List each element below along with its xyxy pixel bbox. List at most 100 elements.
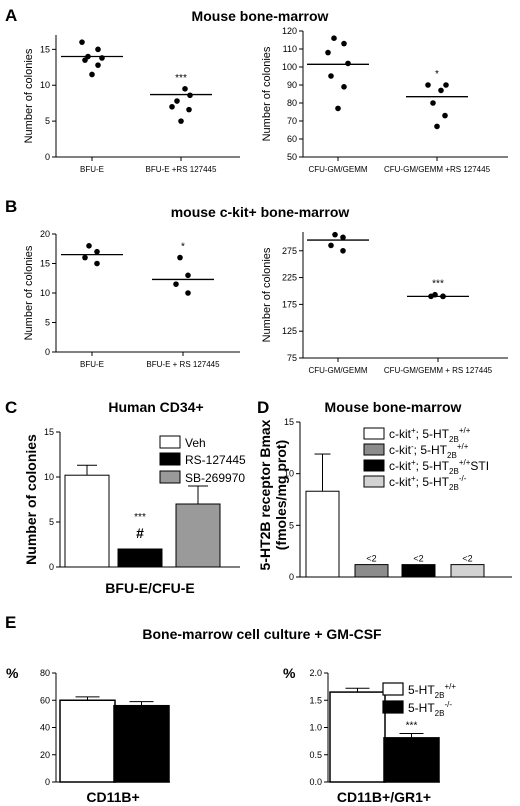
B-left-y-tick-label: 20 [40,229,50,239]
A-right-y-axis-label: Number of colonies [261,46,273,141]
B-right-x-tick-label: CFU-GM/GEMM + RS 127445 [384,366,493,375]
A-right-y-tick-label: 70 [287,116,297,126]
A-left-significance-mark: *** [175,73,187,84]
E-legend-swatch [382,700,404,714]
B-right-data-point [340,247,346,254]
A-left-data-point [182,86,188,92]
A-right-y-tick-label: 120 [282,26,297,36]
A-left-data-point [186,106,192,113]
D-bar [450,564,485,578]
D-bar [401,564,436,578]
E-legend-swatch [382,682,404,696]
A-left-y-tick-label: 5 [45,116,50,126]
E-right-y-tick-label: 1.5 [309,695,322,705]
E-left-bar [113,704,170,783]
D-y-tick-label: 10 [284,469,294,479]
A-left-data-point [82,57,88,63]
section-title-C: Human CD34+ [108,399,203,415]
B-right-y-tick-label: 225 [282,273,297,283]
C-legend-label: Veh [185,436,206,450]
A-left-y-tick-label: 15 [40,44,50,54]
E-left-bar [59,699,116,783]
D-bar-value-label: <2 [462,554,472,564]
A-right-y-tick-label: 50 [287,152,297,162]
D-legend-label: c-kit+; 5-HT2B+/+STI [389,458,489,476]
C-bar [175,503,221,568]
A-right-data-point [328,73,334,79]
panel-letter-D: D [257,398,269,417]
D-legend-swatch [363,459,385,472]
E-left-y-tick-label: 0 [45,777,50,787]
C-legend-label: RS-127445 [185,453,246,467]
C-bar [64,474,110,568]
E-right-bar [329,691,386,783]
A-right-x-tick-label: CFU-GM/GEMM [308,165,367,174]
D-bar-value-label: <2 [413,554,423,564]
A-right-y-tick-label: 110 [283,44,297,54]
A-right-x-tick-label: CFU-GM/GEMM +RS 127445 [384,165,491,174]
D-y-tick-label: 5 [289,520,294,530]
C-significance-mark: *** [134,512,146,523]
E-left-y-tick-label: 40 [40,723,50,733]
E-legend-label: 5-HT2B-/- [408,700,452,718]
A-right-data-point [335,105,341,112]
D-y-tick-label: 15 [284,417,294,427]
A-left-data-point [95,46,101,53]
A-left-data-point [79,39,85,45]
B-left-y-tick-label: 10 [40,288,50,298]
E-legend-label: 5-HT2B+/+ [408,682,456,700]
E-left-y-tick-label: 20 [40,750,50,760]
C-y-tick-label: 10 [44,472,54,482]
B-left-y-tick-label: 0 [45,347,50,357]
A-right-data-point [442,112,448,119]
B-left-data-point [82,254,88,261]
A-right-data-point [438,87,444,94]
B-left-y-tick-label: 5 [45,318,50,328]
D-legend-label: c-kit-; 5-HT2B+/+ [389,442,469,460]
D-y-axis-label: 5-HT2B receptor Bmax [257,419,273,570]
B-left-x-tick-label: BFU-E [80,360,104,369]
B-left-data-point [94,248,100,255]
A-left-data-point [178,118,184,124]
E-right-y-axis-label: % [283,665,296,681]
A-left-y-tick-label: 0 [45,152,50,162]
B-left-significance-mark: * [181,242,185,253]
A-right-data-point [341,84,347,90]
B-right-y-tick-label: 75 [287,353,297,363]
B-left-data-point [185,272,191,279]
A-left-data-point [89,71,95,78]
A-right-data-point [325,49,331,56]
A-right-data-point [345,60,351,67]
E-left-y-tick-label: 80 [40,668,50,678]
C-bar [117,548,163,568]
B-left-y-tick-label: 15 [40,259,50,269]
D-legend-swatch [363,427,385,440]
A-left-data-point [95,62,101,68]
A-left-x-tick-label: BFU-E +RS 127445 [146,165,217,174]
B-right-x-tick-label: CFU-GM/GEMM [308,366,367,375]
A-right-data-point [443,82,449,88]
C-hash-mark: # [136,525,144,541]
C-legend-label: SB-269970 [185,471,245,485]
section-title-A: Mouse bone-marrow [192,8,329,24]
D-legend-label: c-kit+; 5-HT2B+/+ [389,426,471,444]
section-title-D: Mouse bone-marrow [325,399,462,415]
A-right-data-point [341,40,347,47]
B-right-y-tick-label: 125 [282,326,297,336]
D-legend-swatch [363,475,385,488]
A-right-y-tick-label: 90 [287,80,297,90]
section-title-B: mouse c-kit+ bone-marrow [171,204,350,220]
D-bar [354,564,389,578]
E-right-y-tick-label: 0.5 [309,750,322,760]
A-right-data-point [425,82,431,88]
B-right-significance-mark: *** [432,279,444,290]
B-left-data-point [177,254,183,261]
B-left-x-tick-label: BFU-E + RS 127445 [146,360,220,369]
panel-letter-A: A [5,6,17,25]
A-left-y-tick-label: 10 [40,80,50,90]
E-right-x-axis-label: CD11B+/GR1+ [337,789,431,805]
A-left-data-point [174,98,180,104]
C-y-tick-label: 15 [44,427,54,437]
C-legend-swatch [159,435,181,449]
A-right-y-tick-label: 100 [282,62,297,72]
